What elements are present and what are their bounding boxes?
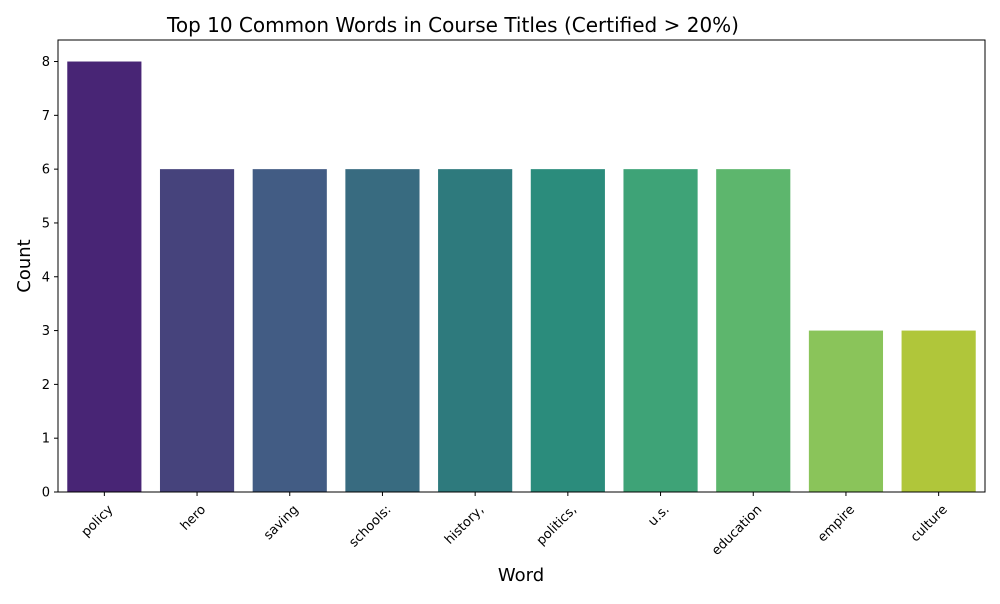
bar-7 — [716, 169, 791, 492]
y-tick-label-7: 7 — [42, 109, 50, 124]
plot-area: 0 1 2 3 4 5 6 7 8 policy hero saving schools: histor… — [42, 39, 986, 559]
x-tick-label-9: culture — [908, 502, 951, 545]
y-axis: 0 1 2 3 4 5 6 7 8 — [42, 55, 58, 501]
x-tick-label-6: u.s. — [646, 502, 673, 529]
x-tick-label-4: history, — [442, 502, 487, 547]
bar-9 — [901, 330, 976, 492]
x-tick-label-2: saving — [261, 502, 302, 543]
x-tick-label-8: empire — [815, 502, 858, 545]
x-tick-label-3: schools: — [347, 502, 395, 550]
bar-5 — [530, 169, 605, 492]
y-tick-label-4: 4 — [42, 270, 50, 285]
y-tick-label-2: 2 — [42, 378, 50, 393]
x-tick-label-0: policy — [79, 502, 117, 540]
bar-2 — [252, 169, 327, 492]
y-tick-label-0: 0 — [42, 486, 50, 501]
bar-0 — [67, 61, 142, 493]
y-tick-label-1: 1 — [42, 432, 50, 447]
x-tick-label-7: education — [709, 502, 765, 558]
x-axis-label: Word — [498, 565, 544, 586]
plot-frame — [57, 39, 986, 493]
x-axis: policy hero saving schools: history, politics… — [79, 492, 951, 559]
x-tick-label-5: politics, — [534, 502, 580, 548]
bar-3 — [345, 169, 420, 492]
bar-1 — [159, 169, 235, 492]
bar-4 — [438, 169, 513, 492]
y-tick-label-3: 3 — [42, 324, 50, 339]
y-tick-label-5: 5 — [42, 216, 50, 231]
x-tick-label-1: hero — [178, 502, 209, 533]
bar-6 — [623, 169, 698, 492]
bar-8 — [808, 330, 884, 492]
y-tick-label-6: 6 — [42, 163, 50, 178]
y-tick-label-8: 8 — [42, 55, 50, 70]
y-axis-label: Count — [14, 239, 35, 292]
chart-title: Top 10 Common Words in Course Titles (Ce… — [166, 13, 739, 37]
bars — [67, 61, 976, 493]
